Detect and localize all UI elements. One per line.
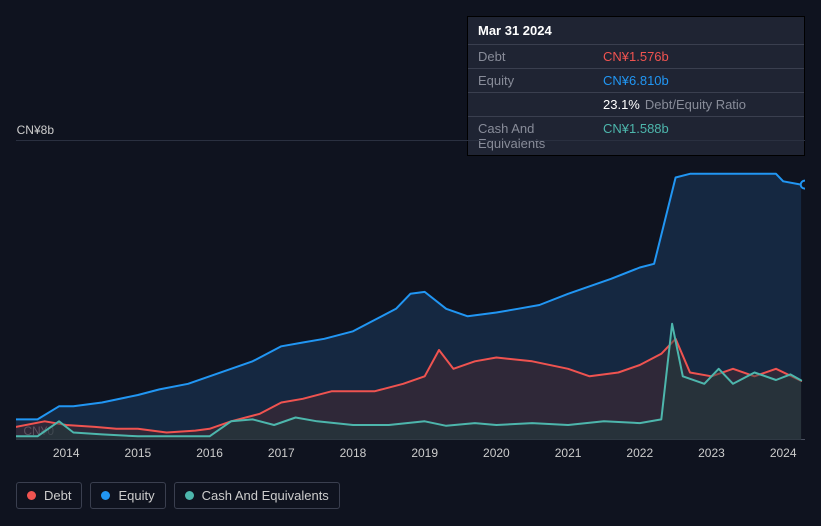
x-axis-tick-label: 2019 xyxy=(411,446,438,460)
x-axis-tick-label: 2018 xyxy=(340,446,367,460)
legend-label: Debt xyxy=(44,488,71,503)
x-axis-tick-label: 2017 xyxy=(268,446,295,460)
tooltip-value: CN¥1.576b xyxy=(603,49,669,64)
tooltip-label: Debt xyxy=(478,49,603,64)
tooltip-label xyxy=(478,97,603,112)
chart-tooltip: Mar 31 2024 Debt CN¥1.576b Equity CN¥6.8… xyxy=(467,16,805,156)
legend-item-cash[interactable]: Cash And Equivalents xyxy=(174,482,340,509)
legend-dot-icon xyxy=(27,491,36,500)
chart-svg xyxy=(16,140,805,440)
x-axis-labels: 2014 2015 2016 2017 2018 2019 2020 2021 2022 2023… xyxy=(16,446,805,466)
x-axis-tick-label: 2024 xyxy=(770,446,797,460)
legend-dot-icon xyxy=(185,491,194,500)
legend-item-debt[interactable]: Debt xyxy=(16,482,82,509)
tooltip-label: Equity xyxy=(478,73,603,88)
x-axis-tick-label: 2022 xyxy=(626,446,653,460)
tooltip-row-equity: Equity CN¥6.810b xyxy=(468,69,804,93)
legend-dot-icon xyxy=(101,491,110,500)
chart-legend: Debt Equity Cash And Equivalents xyxy=(16,482,340,509)
tooltip-row-debt: Debt CN¥1.576b xyxy=(468,45,804,69)
x-axis-tick-label: 2021 xyxy=(555,446,582,460)
x-axis-tick-label: 2014 xyxy=(53,446,80,460)
tooltip-value: CN¥6.810b xyxy=(603,73,669,88)
x-axis-tick-label: 2023 xyxy=(698,446,725,460)
chart-plot-area[interactable] xyxy=(16,140,805,440)
x-axis-tick-label: 2015 xyxy=(125,446,152,460)
legend-label: Equity xyxy=(118,488,154,503)
tooltip-value: 23.1%Debt/Equity Ratio xyxy=(603,97,746,112)
tooltip-row-ratio: 23.1%Debt/Equity Ratio xyxy=(468,93,804,117)
legend-item-equity[interactable]: Equity xyxy=(90,482,165,509)
x-axis-tick-label: 2016 xyxy=(196,446,223,460)
y-axis-label-top: CN¥8b xyxy=(4,123,54,137)
x-axis-tick-label: 2020 xyxy=(483,446,510,460)
tooltip-date: Mar 31 2024 xyxy=(468,17,804,45)
legend-label: Cash And Equivalents xyxy=(202,488,329,503)
